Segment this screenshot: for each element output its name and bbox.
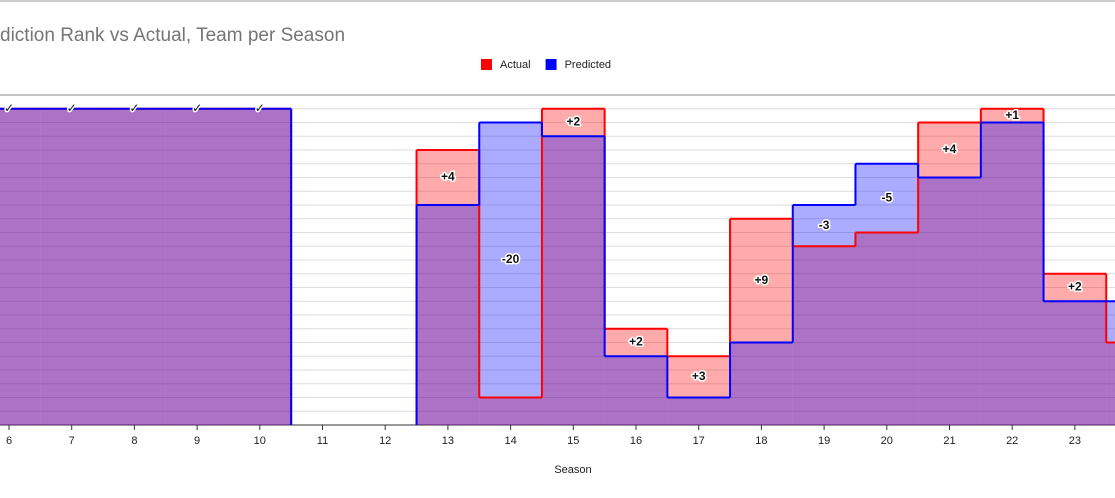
area-step bbox=[0, 108, 41, 425]
fills bbox=[0, 108, 1115, 425]
area-step bbox=[730, 342, 793, 425]
x-tick-label: 19 bbox=[818, 435, 830, 447]
difference-label: ✓ bbox=[129, 101, 139, 115]
difference-label: ✓ bbox=[192, 101, 202, 115]
difference-label: +2 bbox=[629, 335, 643, 349]
x-tick-label: 14 bbox=[504, 435, 516, 447]
area-step bbox=[604, 328, 668, 425]
x-tick-label: 21 bbox=[943, 435, 955, 447]
difference-label: ✓ bbox=[67, 101, 77, 115]
legend-label: Actual bbox=[500, 59, 531, 71]
x-axis-label: Season bbox=[554, 464, 591, 476]
difference-label: ✓ bbox=[255, 101, 265, 115]
difference-label: +2 bbox=[566, 115, 580, 129]
x-tick-label: 11 bbox=[317, 435, 328, 447]
difference-label: +4 bbox=[441, 170, 455, 184]
area-step bbox=[792, 205, 856, 425]
chart-title: diction Rank vs Actual, Team per Season bbox=[0, 25, 345, 46]
area-step bbox=[0, 108, 41, 425]
difference-label: +4 bbox=[943, 142, 957, 156]
x-tick-label: 8 bbox=[131, 435, 137, 447]
x-tick-label: 23 bbox=[1069, 435, 1081, 447]
area-step bbox=[604, 356, 668, 425]
area-step bbox=[165, 108, 229, 425]
x-tick-label: 13 bbox=[442, 435, 454, 447]
legend-swatch bbox=[481, 59, 492, 70]
area-step bbox=[1043, 301, 1107, 425]
area-step bbox=[103, 108, 166, 425]
area-step bbox=[103, 108, 166, 425]
legend-swatch bbox=[545, 59, 557, 70]
area-step bbox=[479, 397, 542, 425]
area-step bbox=[228, 108, 292, 425]
area-step bbox=[855, 163, 919, 425]
x-tick-label: 18 bbox=[755, 435, 767, 447]
area-step bbox=[416, 205, 480, 425]
difference-label: -5 bbox=[881, 190, 892, 204]
area-step bbox=[980, 122, 1044, 425]
difference-label: ✓ bbox=[4, 101, 14, 115]
area-step bbox=[918, 177, 981, 425]
x-tick-label: 6 bbox=[6, 435, 12, 447]
x-tick-label: 10 bbox=[254, 435, 266, 447]
area-step bbox=[165, 108, 229, 425]
difference-label: -20 bbox=[502, 252, 520, 266]
area-step bbox=[792, 246, 856, 425]
labels: ✓ ✓ ✓ ✓ ✓ +4 -20 +2 +2 +3 +9 -3 -5 +4 +1 +2 bbox=[2, 99, 1083, 384]
area-step bbox=[730, 218, 793, 425]
x-tick-label: 12 bbox=[379, 435, 391, 447]
area-step bbox=[980, 108, 1044, 425]
x-tick-label: 9 bbox=[194, 435, 200, 447]
x-tick-label: 16 bbox=[630, 435, 642, 447]
x-tick-label: 7 bbox=[69, 435, 75, 447]
area-step bbox=[40, 108, 104, 425]
area-step bbox=[40, 108, 104, 425]
area-step bbox=[667, 397, 731, 425]
area-step bbox=[918, 122, 981, 425]
x-tick-label: 15 bbox=[567, 435, 579, 447]
x-tick-label: 22 bbox=[1006, 435, 1018, 447]
area-step bbox=[667, 356, 731, 425]
x-tick-label: 20 bbox=[881, 435, 893, 447]
area-step bbox=[416, 150, 480, 425]
area-step bbox=[1043, 273, 1107, 425]
difference-label: +1 bbox=[1005, 108, 1019, 122]
difference-label: +2 bbox=[1068, 280, 1082, 294]
area-step bbox=[1106, 301, 1115, 425]
x-tick-label: 17 bbox=[693, 435, 705, 447]
area-step bbox=[855, 232, 919, 425]
lines bbox=[0, 107, 1115, 425]
area-step bbox=[228, 108, 292, 425]
area-step bbox=[479, 122, 542, 425]
area-step bbox=[541, 108, 605, 425]
area-step bbox=[1106, 342, 1115, 425]
legend-label: Predicted bbox=[565, 59, 611, 71]
grid: 6 7 8 9 10 11 12 13 14 15 16 17 18 19 20 21 22 23 bbox=[0, 94, 1115, 447]
area-step bbox=[541, 136, 605, 425]
difference-label: -3 bbox=[819, 218, 830, 232]
difference-label: +9 bbox=[755, 273, 769, 287]
difference-label: +3 bbox=[692, 369, 706, 383]
